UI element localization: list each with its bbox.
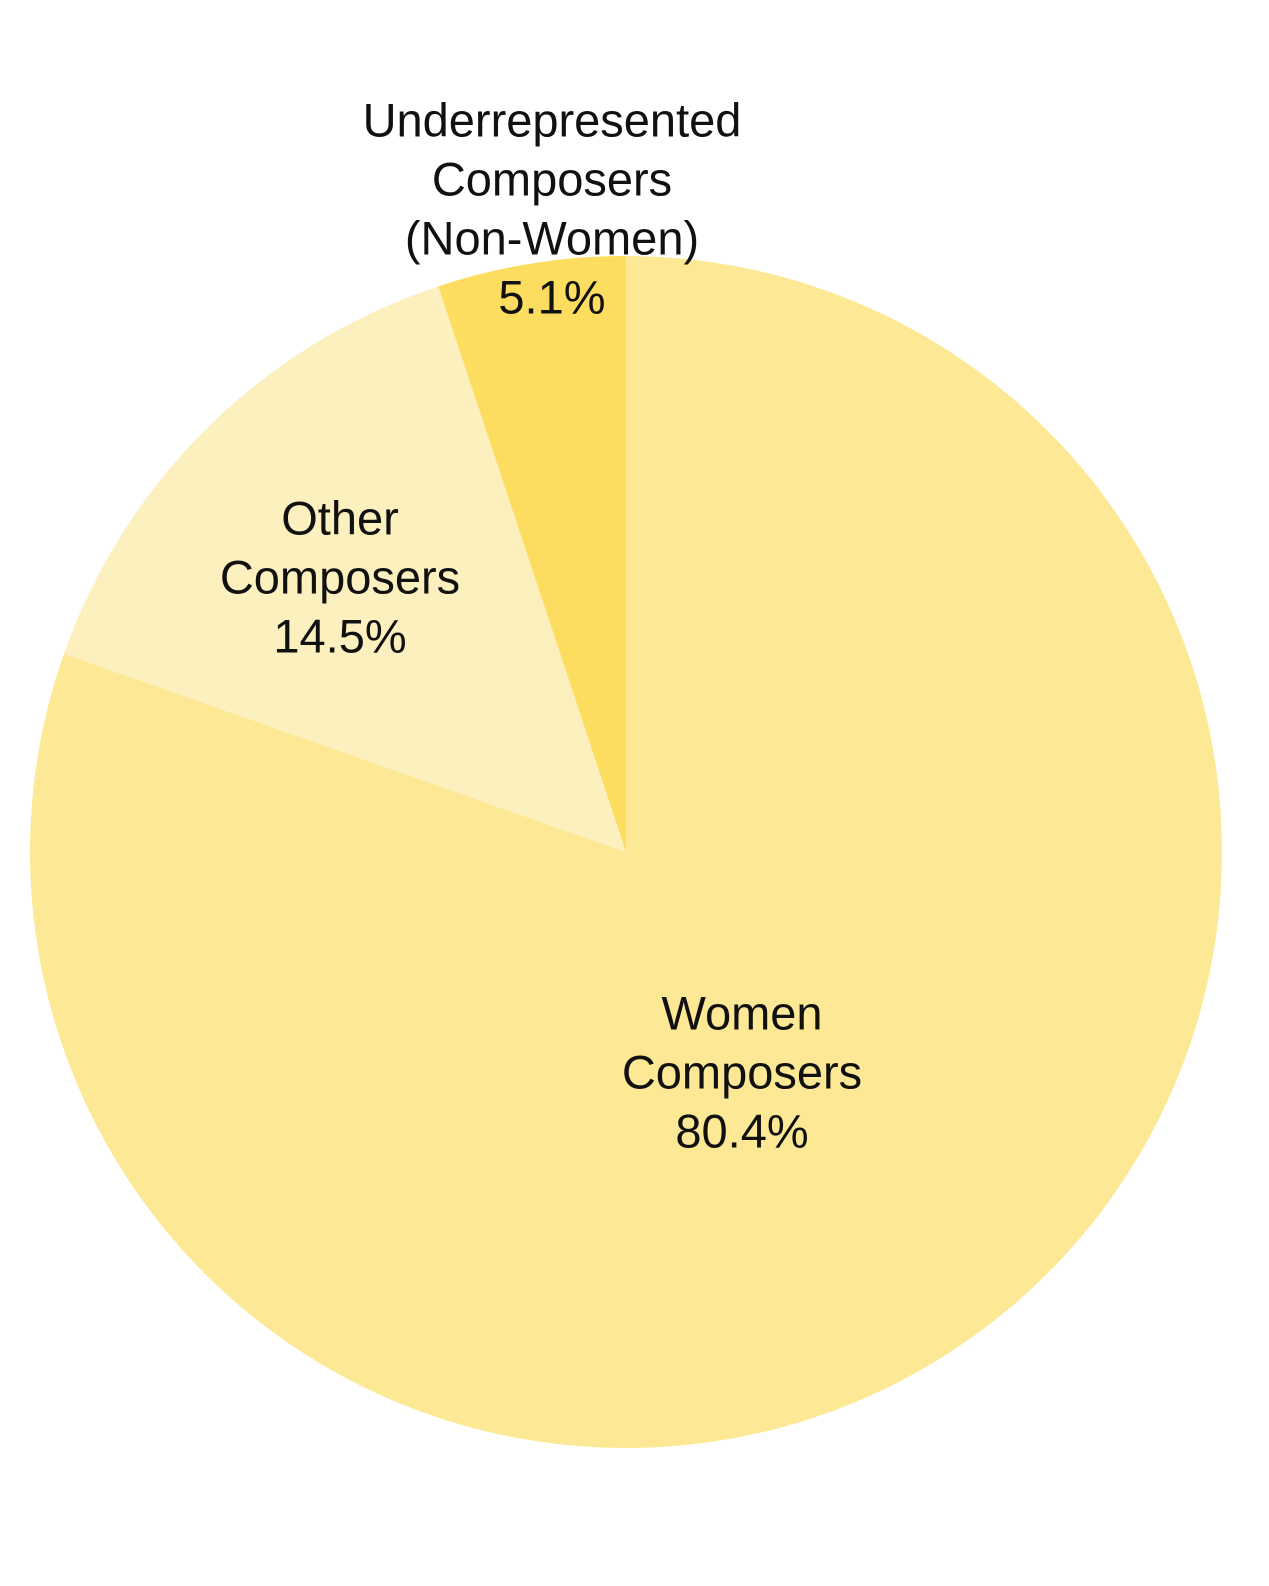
- slice-label: (Non-Women): [405, 211, 699, 264]
- value-label: 14.5%: [273, 609, 406, 662]
- pie-slice: [438, 256, 626, 852]
- slice-label: Composers: [622, 1045, 862, 1098]
- value-label: 80.4%: [675, 1104, 808, 1157]
- value-label: 5.1%: [498, 270, 605, 323]
- slice-label: Women: [661, 986, 822, 1039]
- slice-label: Other: [281, 491, 399, 544]
- slice-label: Composers: [220, 550, 460, 603]
- pie-slice: [63, 286, 626, 852]
- slice-label: Underrepresented: [363, 93, 742, 146]
- slice-label: Composers: [432, 152, 672, 205]
